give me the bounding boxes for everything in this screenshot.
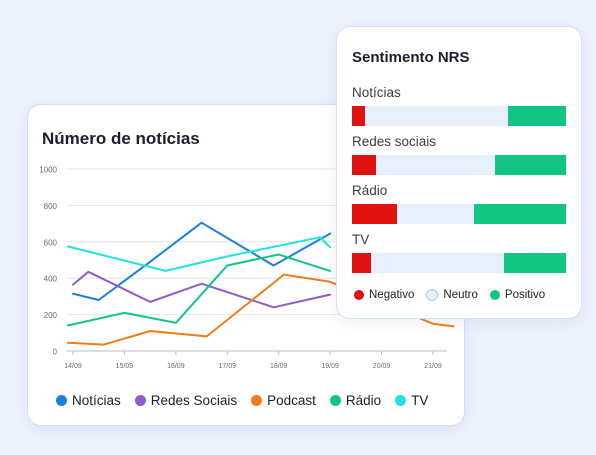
legend-item: Notícias <box>56 393 121 408</box>
nrs-row: Rádio <box>352 182 566 224</box>
legend-label: Redes Sociais <box>150 393 238 408</box>
legend-label: TV <box>411 393 429 408</box>
nrs-legend: Negativo Neutro Positivo <box>354 289 545 301</box>
nrs-row: TV <box>352 231 566 273</box>
sentiment-bar <box>352 106 566 126</box>
sentiment-segment-neutral <box>396 204 474 224</box>
y-tick-label: 600 <box>44 238 58 247</box>
x-tick-label: 15/09 <box>116 363 134 370</box>
series-line-notícias <box>72 221 332 301</box>
y-tick-label: 1000 <box>39 166 57 175</box>
legend-swatch-icon <box>426 289 439 301</box>
y-tick-label: 200 <box>44 311 58 320</box>
legend-swatch-icon <box>134 395 146 406</box>
y-tick-label: 0 <box>53 348 58 357</box>
sentiment-bar <box>352 155 566 175</box>
x-tick-label: 18/09 <box>270 363 288 370</box>
nrs-legend-label: Negativo <box>369 289 415 301</box>
y-tick-label: 800 <box>44 202 58 211</box>
sentiment-bar <box>352 253 566 273</box>
sentiment-segment-neutral <box>364 106 509 126</box>
legend-swatch-icon <box>395 395 407 406</box>
x-tick-label: 20/09 <box>373 363 391 370</box>
series-line-tv <box>66 236 332 272</box>
series-line-redes-sociais <box>72 270 332 309</box>
legend-swatch-icon <box>354 290 364 300</box>
chart-title: Número de notícias <box>42 129 200 148</box>
sentiment-segment-positive <box>503 253 566 273</box>
nrs-row: Notícias <box>352 84 566 126</box>
sentiment-segment-negative <box>352 106 365 126</box>
x-tick-label: 14/09 <box>64 363 82 370</box>
legend-item: Podcast <box>251 393 316 408</box>
legend-item: TV <box>395 393 428 408</box>
sentiment-segment-negative <box>352 204 397 224</box>
nrs-row-label: Redes sociais <box>352 134 437 149</box>
sentiment-segment-negative <box>352 155 376 175</box>
y-tick-label: 400 <box>44 275 58 284</box>
nrs-legend-item: Negativo <box>354 289 414 301</box>
nrs-title: Sentimento NRS <box>352 49 470 66</box>
nrs-row: Redes sociais <box>352 133 566 175</box>
x-tick-label: 16/09 <box>167 363 185 370</box>
sentiment-segment-negative <box>352 253 372 273</box>
sentiment-segment-neutral <box>375 155 496 175</box>
sentiment-segment-positive <box>473 204 566 224</box>
nrs-row-label: Notícias <box>352 85 401 100</box>
nrs-legend-label: Neutro <box>443 289 478 301</box>
legend-item: Rádio <box>329 393 382 408</box>
sentiment-bar <box>352 204 566 224</box>
legend-label: Rádio <box>345 393 382 408</box>
legend-swatch-icon <box>251 395 263 406</box>
series-line-rádio <box>66 253 332 327</box>
legend-swatch-icon <box>56 395 67 406</box>
x-tick-label: 17/09 <box>219 363 237 370</box>
nrs-legend-item: Positivo <box>489 289 546 301</box>
nrs-legend-label: Positivo <box>504 289 546 301</box>
sentiment-segment-neutral <box>371 253 504 273</box>
x-tick-label: 21/09 <box>424 363 442 370</box>
sentiment-segment-positive <box>508 106 566 126</box>
x-tick-label: 19/09 <box>321 363 339 370</box>
chart-legend: Notícias Redes Sociais Podcast Rádio TV <box>56 393 428 408</box>
nrs-sentiment-card: Sentimento NRS Notícias Redes sociais Rádi… <box>336 26 582 319</box>
sentiment-segment-positive <box>495 155 566 175</box>
legend-item: Redes Sociais <box>134 393 238 408</box>
nrs-legend-item: Neutro <box>426 289 478 301</box>
legend-swatch-icon <box>489 290 500 300</box>
legend-swatch-icon <box>329 395 341 406</box>
legend-label: Notícias <box>72 393 121 408</box>
nrs-row-label: TV <box>352 232 370 247</box>
legend-label: Podcast <box>267 393 316 408</box>
nrs-row-label: Rádio <box>352 183 388 198</box>
